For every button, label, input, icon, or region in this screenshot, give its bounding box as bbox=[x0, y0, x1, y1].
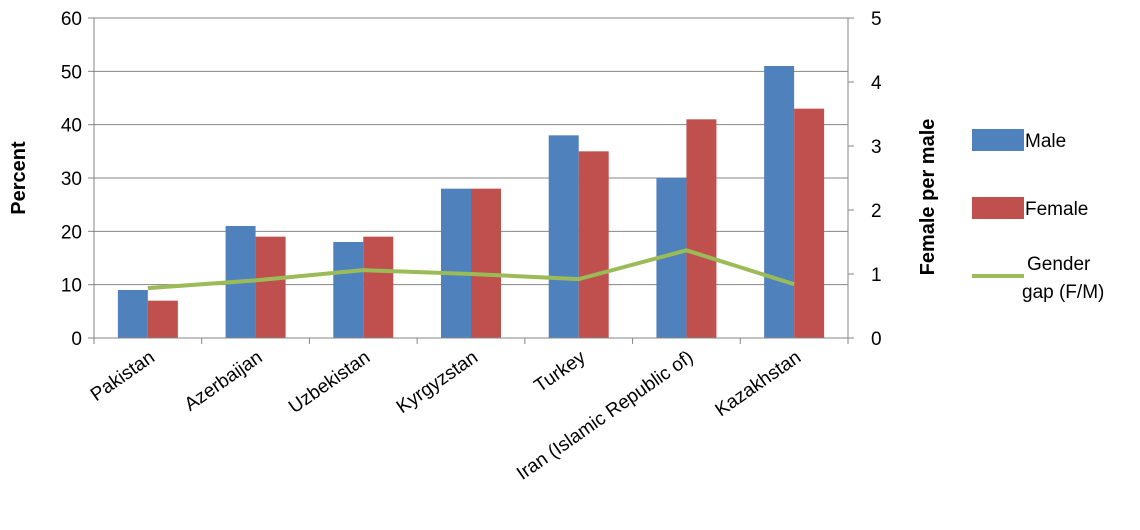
bar-female-kazakhstan bbox=[794, 108, 825, 339]
y2-tick-label: 5 bbox=[871, 9, 882, 30]
bar-male-kazakhstan bbox=[764, 66, 795, 338]
y-axis-title: Percent bbox=[8, 141, 30, 215]
legend-label-female: Female bbox=[1025, 199, 1088, 220]
y2-axis-title: Female per male bbox=[917, 119, 939, 276]
y2-tick-label: 1 bbox=[871, 265, 882, 286]
legend-swatch-male bbox=[972, 129, 1024, 151]
bar-male-kyrgyzstan bbox=[441, 188, 471, 338]
bar-female-pakistan bbox=[147, 300, 178, 338]
x-category-label: Kyrgyzstan bbox=[393, 347, 482, 418]
y-tick-label: 20 bbox=[61, 222, 82, 243]
y-tick-label: 60 bbox=[61, 9, 82, 30]
bar-female-turkey bbox=[578, 151, 609, 338]
bar-male-turkey bbox=[548, 135, 579, 338]
y-tick-label: 30 bbox=[61, 169, 82, 190]
bar-female-kyrgyzstan bbox=[471, 188, 501, 338]
y2-tick-label: 2 bbox=[871, 201, 882, 222]
bar-female-iran-islamic-republic-of bbox=[686, 119, 717, 338]
y-tick-label: 0 bbox=[71, 329, 82, 350]
legend: Male Female Gender gap (F/M) bbox=[972, 129, 1104, 303]
axes bbox=[88, 17, 854, 344]
x-category-label: Azerbaijan bbox=[181, 347, 267, 416]
bar-female-uzbekistan bbox=[363, 236, 394, 338]
x-category-label: Kazakhstan bbox=[712, 347, 805, 421]
x-category-label: Uzbekistan bbox=[285, 347, 374, 418]
legend-label-male: Male bbox=[1025, 131, 1066, 152]
y2-tick-label: 0 bbox=[871, 329, 882, 350]
bars bbox=[117, 66, 825, 339]
gender-gap-line bbox=[147, 248, 795, 291]
x-category-label: Pakistan bbox=[87, 347, 159, 406]
bar-female-azerbaijan bbox=[255, 236, 286, 338]
y-tick-label: 10 bbox=[61, 276, 82, 297]
gender-gap-line-path bbox=[147, 248, 795, 291]
legend-swatch-female bbox=[972, 197, 1024, 219]
gridlines bbox=[94, 17, 848, 286]
legend-label-gender-gap: Gender gap (F/M) bbox=[1022, 254, 1104, 303]
y2-tick-label: 3 bbox=[871, 137, 882, 158]
bar-male-uzbekistan bbox=[333, 242, 364, 338]
y-tick-label: 40 bbox=[61, 116, 82, 137]
x-category-label: Iran (Islamic Republic of) bbox=[513, 347, 697, 485]
x-category-label: Turkey bbox=[531, 347, 590, 397]
bar-male-pakistan bbox=[117, 290, 148, 338]
y2-tick-label: 4 bbox=[871, 73, 882, 94]
y-tick-label: 50 bbox=[61, 62, 82, 83]
